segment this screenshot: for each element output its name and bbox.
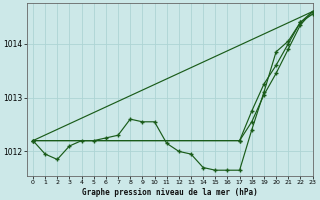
X-axis label: Graphe pression niveau de la mer (hPa): Graphe pression niveau de la mer (hPa) [82, 188, 258, 197]
